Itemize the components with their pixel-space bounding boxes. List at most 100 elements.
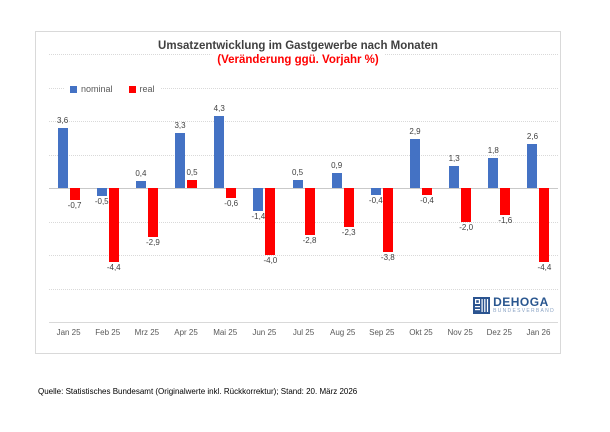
legend-item-nominal: nominal [70,84,113,94]
bar-value-label: -2,9 [145,237,160,247]
x-axis-label: Dez 25 [486,328,512,337]
category-group: 0,4 -2,9 [127,54,166,322]
chart-title: Umsatzentwicklung im Gastgewerbe nach Mo… [152,39,444,54]
legend: nominal real [64,82,161,96]
x-axis-label: Jan 26 [526,328,551,337]
bar-real [539,188,550,262]
logo-name: DEHOGA [493,295,549,309]
bar-value-label: 0,5 [186,167,198,177]
bar-value-label: -1,6 [498,215,513,225]
bar-nominal [175,132,186,188]
bar-groups: 3,6 -0,7 -0,5 -4,4 0,4 -2,9 3,3 0,5 4,3 -0,6 -1,4-… [49,54,558,322]
category-group: 1,8 -1,6 [480,54,519,322]
bar-value-label: -4,0 [263,256,278,265]
category-group: -0,4 -3,8 [362,54,401,322]
bar-value-label: -2,3 [341,227,356,237]
gridline-6 [49,87,558,89]
x-axis-label: Mai 25 [213,328,238,337]
bar-value-label: -0,5 [94,197,109,207]
bar-real [108,188,119,262]
gridline--4 [49,255,558,256]
category-group: 4,3 -0,6 [206,54,245,322]
x-axis-label: Sep 25 [369,328,395,337]
chart: 3,6 -0,7 -0,5 -4,4 0,4 -2,9 3,3 0,5 4,3 -0,6 -1,4-… [35,31,561,354]
legend-label-nominal: nominal [81,84,113,94]
nominal-swatch-icon [70,85,77,93]
bar-real [265,188,276,255]
bar-value-label: 1,8 [487,145,499,155]
bar-nominal [409,139,420,188]
legend-label-real: real [139,84,155,94]
x-axis-label: Apr 25 [174,328,198,337]
bar-nominal [449,166,460,188]
category-group: -0,5 -4,4 [88,54,127,322]
legend-item-real: real [128,84,155,94]
bar-nominal [488,157,499,188]
x-axis-label: Jan 25 [56,328,81,337]
bar-real [69,188,80,200]
bar-value-label: 0,5 [291,167,304,177]
dehoga-mark-icon [473,297,491,314]
bar-value-label: -0,4 [368,195,383,205]
x-axis-label: Jul 25 [292,328,315,337]
bar-nominal [292,179,303,188]
category-group: 3,6 -0,7 [49,54,88,322]
bar-real [304,188,315,235]
category-group: 0,5 -2,8 [284,54,323,322]
bar-value-label: -4,4 [106,262,121,272]
category-group: -1,4 -4,0 [245,54,284,322]
bar-real [421,188,432,195]
bar-value-label: -4,4 [537,262,552,272]
bar-nominal [135,181,146,188]
x-axis-label: Okt 25 [409,328,433,337]
dehoga-logo: DEHOGA BUNDESVERBAND [471,295,557,316]
bar-value-label: 2,9 [409,127,421,137]
bar-value-label: -3,8 [380,252,395,262]
logo-text: DEHOGA BUNDESVERBAND [493,296,555,315]
category-group: 1,3 -2,0 [441,54,480,322]
bar-real [382,188,393,252]
bar-value-label: -0,6 [224,199,239,209]
source-note: Quelle: Statistisches Bundesamt (Origina… [38,387,358,396]
category-group: 2,6 -4,4 [519,54,558,322]
bar-real [500,188,511,215]
bar-nominal [331,172,342,188]
bar-value-label: -0,4 [420,195,434,205]
bar-nominal [57,127,68,188]
bar-value-label: -2,8 [302,235,317,245]
gridline--6 [49,288,558,290]
x-axis-label: Nov 25 [447,328,473,337]
bar-value-label: 4,3 [213,103,225,113]
bar-value-label: 3,6 [57,115,69,125]
category-group: 3,3 0,5 [166,54,205,322]
bar-real [226,188,237,199]
bar-value-label: -0,7 [67,200,82,210]
gridline-0 [49,188,558,189]
gridline--8 [49,322,558,323]
bar-value-label: 0,4 [135,169,147,179]
bar-nominal [370,188,381,195]
x-axis-label: Mrz 25 [134,328,160,337]
bar-nominal [253,188,264,212]
chart-subtitle: (Veränderung ggü. Vorjahr %) [211,53,385,68]
bar-value-label: -2,0 [459,222,474,232]
gridline-2 [49,154,558,156]
bar-value-label: 0,9 [331,160,343,170]
bar-value-label: 2,6 [526,132,539,142]
x-axis-label: Jun 25 [252,328,277,337]
bar-value-label: 3,3 [174,120,186,130]
real-swatch-icon [128,85,136,93]
gridline-4 [49,121,558,122]
logo-subtitle: BUNDESVERBAND [493,308,555,314]
bar-nominal [527,144,538,188]
bar-real [343,188,354,227]
bar-real [187,179,198,188]
x-axis-label: Aug 25 [329,328,356,337]
bar-value-label: 1,3 [448,154,460,164]
x-axis-label: Feb 25 [95,328,121,337]
bar-real [147,188,158,237]
bar-nominal [214,115,225,188]
category-group: 0,9 -2,3 [323,54,362,322]
bar-nominal [96,188,107,197]
